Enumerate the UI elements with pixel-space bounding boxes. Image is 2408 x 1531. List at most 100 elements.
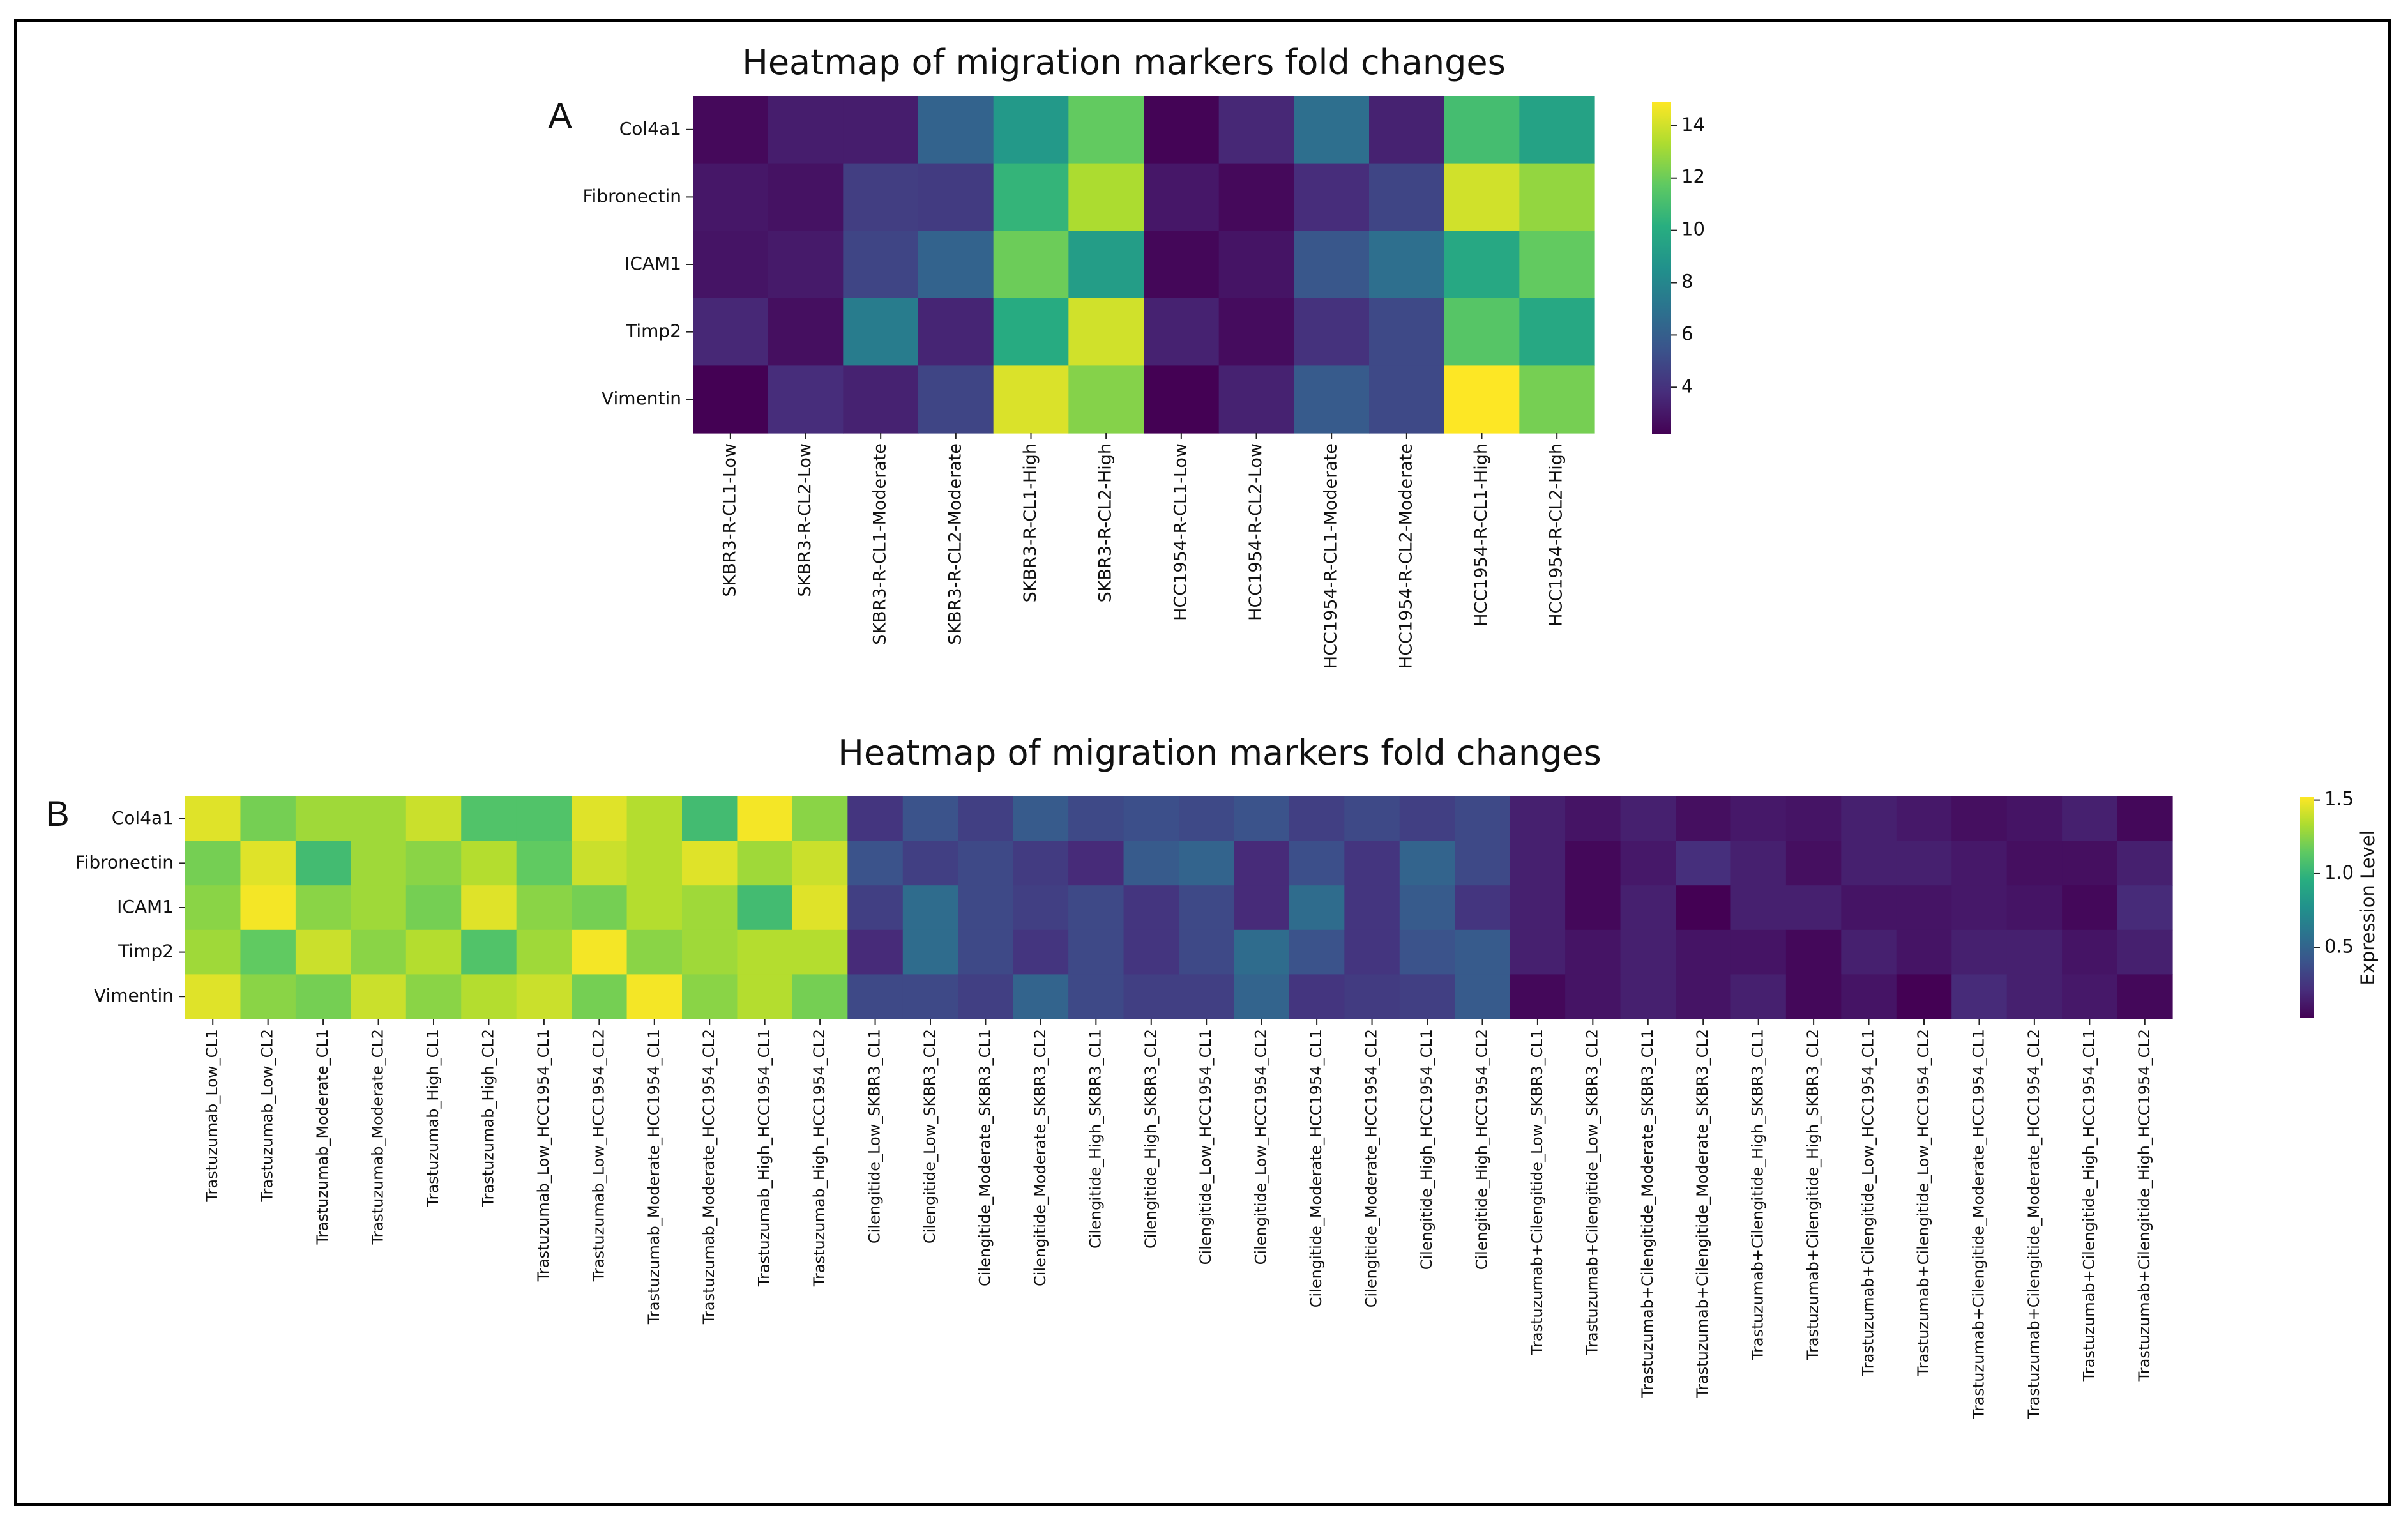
heatmap-cell — [516, 796, 572, 842]
heatmap-cell — [1730, 885, 1787, 931]
heatmap-cell — [2006, 929, 2063, 975]
heatmap-cell — [1344, 929, 1400, 975]
heatmap-cell — [693, 298, 769, 366]
heatmap-cell — [902, 885, 958, 931]
column-label: Trastuzumab+Cilengitide_Low_HCC1954_CL1 — [1859, 1029, 1877, 1376]
heatmap-cell — [1179, 929, 1235, 975]
heatmap-cell — [918, 96, 994, 164]
colorbar-tick-label: 6 — [1681, 323, 1693, 344]
heatmap-cell — [958, 929, 1014, 975]
heatmap-cell — [1841, 885, 1897, 931]
heatmap-cell — [993, 298, 1069, 366]
heatmap-cell — [405, 929, 462, 975]
column-label: SKBR3-R-CL1-High — [1020, 443, 1040, 602]
heatmap-cell — [1289, 885, 1345, 931]
heatmap-cell — [185, 929, 241, 975]
heatmap-cell — [768, 298, 844, 366]
column-label: Trastuzumab_Low_CL1 — [203, 1029, 221, 1203]
heatmap-cell — [847, 796, 904, 842]
heatmap-cell — [847, 841, 904, 886]
heatmap-cell — [351, 841, 407, 886]
heatmap-cell — [1123, 929, 1179, 975]
colorbar-a-gradient — [1652, 102, 1671, 434]
heatmap-cell — [1068, 841, 1124, 886]
heatmap-cell — [993, 231, 1069, 299]
heatmap-cell — [2117, 974, 2173, 1019]
heatmap-cell — [1294, 365, 1370, 434]
column-label: SKBR3-R-CL1-Low — [720, 443, 739, 597]
heatmap-cell — [1399, 885, 1455, 931]
heatmap-cell — [1841, 796, 1897, 842]
heatmap-cell — [351, 796, 407, 842]
heatmap-cell — [1519, 163, 1595, 231]
heatmap-cell — [1068, 885, 1124, 931]
heatmap-cell — [682, 885, 738, 931]
heatmap-cell — [1620, 974, 1676, 1019]
heatmap-cell — [2062, 796, 2118, 842]
heatmap-cell — [1896, 796, 1952, 842]
heatmap-cell — [572, 885, 628, 931]
heatmap-cell — [682, 841, 738, 886]
row-label: Vimentin — [94, 985, 174, 1006]
heatmap-cell — [1399, 929, 1455, 975]
heatmap-cell — [516, 885, 572, 931]
column-label: Cilengitide_Low_SKBR3_CL2 — [921, 1029, 939, 1244]
panel-label-a: A — [548, 95, 572, 135]
heatmap-cell — [405, 885, 462, 931]
heatmap-cell — [2062, 929, 2118, 975]
heatmap-cell — [792, 796, 848, 842]
heatmap-cell — [1234, 796, 1290, 842]
column-label: Trastuzumab_High_CL1 — [424, 1029, 442, 1208]
heatmap-cell — [1399, 796, 1455, 842]
heatmap-a-column-labels: SKBR3-R-CL1-Low SKBR3-R-CL2-Low SKBR3-R-CL… — [720, 433, 1566, 669]
heatmap-cell — [1218, 96, 1294, 164]
column-label: Cilengitide_Moderate_HCC1954_CL1 — [1307, 1029, 1325, 1307]
column-label: HCC1954-R-CL2-Moderate — [1396, 443, 1416, 669]
column-label: Trastuzumab+Cilengitide_High_HCC1954_CL1 — [2080, 1029, 2098, 1382]
column-label: Cilengitide_Moderate_SKBR3_CL2 — [1031, 1029, 1049, 1286]
heatmap-cell — [1144, 163, 1220, 231]
heatmap-cell — [2006, 974, 2063, 1019]
heatmap-cell — [461, 841, 517, 886]
heatmap-cell — [693, 163, 769, 231]
heatmap-cell — [626, 929, 683, 975]
column-label: Trastuzumab+Cilengitide_Moderate_SKBR3_C… — [1693, 1029, 1711, 1398]
heatmap-cell — [1510, 929, 1566, 975]
column-label: Trastuzumab+Cilengitide_High_SKBR3_CL2 — [1804, 1029, 1822, 1360]
column-label: Cilengitide_Moderate_HCC1954_CL2 — [1363, 1029, 1381, 1307]
heatmap-cell — [737, 841, 793, 886]
heatmap-cell — [572, 841, 628, 886]
heatmap-cell — [843, 365, 919, 434]
heatmap-cell — [1218, 365, 1294, 434]
heatmap-cell — [2062, 974, 2118, 1019]
heatmap-cell — [1218, 163, 1294, 231]
row-label: ICAM1 — [625, 253, 681, 274]
heatmap-cell — [626, 841, 683, 886]
heatmap-cell — [847, 929, 904, 975]
heatmap-cell — [1841, 929, 1897, 975]
column-label: HCC1954-R-CL1-Moderate — [1321, 443, 1341, 669]
row-label: Timp2 — [625, 321, 681, 342]
heatmap-cell — [1013, 885, 1069, 931]
heatmap-cell — [1013, 796, 1069, 842]
heatmap-cell — [240, 929, 296, 975]
heatmap-cell — [792, 885, 848, 931]
heatmap-cell — [693, 96, 769, 164]
heatmap-cell — [1068, 974, 1124, 1019]
heatmap-cell — [1785, 841, 1842, 886]
heatmap-cell — [1144, 365, 1220, 434]
heatmap-cell — [1565, 885, 1621, 931]
heatmap-cell — [1951, 929, 2008, 975]
row-label: Fibronectin — [582, 185, 681, 206]
heatmap-cell — [902, 796, 958, 842]
column-label: Trastuzumab_Moderate_CL1 — [314, 1029, 331, 1245]
heatmap-cell — [902, 841, 958, 886]
heatmap-cell — [1510, 974, 1566, 1019]
heatmap-cell — [1896, 929, 1952, 975]
column-label: Cilengitide_High_SKBR3_CL1 — [1086, 1029, 1104, 1249]
heatmap-cell — [1519, 298, 1595, 366]
heatmap-cell — [1068, 96, 1144, 164]
heatmap-a: Heatmap of migration markers fold change… — [548, 42, 1705, 669]
heatmap-cell — [1068, 929, 1124, 975]
heatmap-cell — [295, 929, 351, 975]
